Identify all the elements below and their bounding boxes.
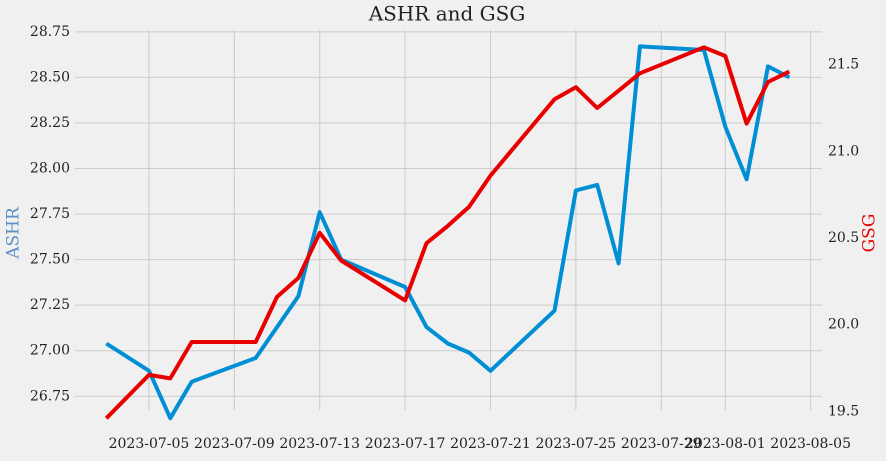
x-tick-label: 2023-07-17	[365, 436, 446, 452]
y-tick-label: 27.50	[30, 252, 70, 268]
y-axis-label: ASHR	[4, 206, 24, 260]
series-line	[105, 44, 791, 421]
y2-tick-label: 19.5	[828, 403, 859, 419]
y-tick-label: 28.50	[30, 69, 70, 85]
y-tick-label: 28.75	[30, 24, 70, 40]
y2-tick-label: 20.0	[828, 317, 859, 333]
y-tick-label: 28.00	[30, 161, 70, 177]
y-tick-label: 27.00	[30, 343, 70, 359]
x-tick-label: 2023-08-05	[770, 436, 851, 452]
y-tick-label: 26.75	[30, 388, 70, 404]
x-tick-label: 2023-07-29	[621, 436, 702, 452]
y2-tick-label: 20.5	[828, 230, 859, 246]
x-tick-label: 2023-07-05	[109, 436, 190, 452]
x-tick-label: 2023-07-09	[194, 436, 275, 452]
x-tick-label: 2023-07-21	[450, 436, 531, 452]
y2-tick-label: 21.5	[828, 57, 859, 73]
x-tick-label: 2023-07-25	[536, 436, 617, 452]
x-tick-label: 2023-07-13	[279, 436, 360, 452]
y-tick-label: 27.75	[30, 206, 70, 222]
chart-title: ASHR and GSG	[368, 2, 526, 26]
y-tick-label: 28.25	[30, 115, 70, 131]
series-line	[104, 45, 791, 420]
y2-tick-label: 21.0	[828, 143, 859, 159]
x-tick-label: 2023-08-01	[685, 436, 766, 452]
y-tick-label: 27.25	[30, 297, 70, 313]
y2-axis-label: GSG	[860, 214, 880, 253]
